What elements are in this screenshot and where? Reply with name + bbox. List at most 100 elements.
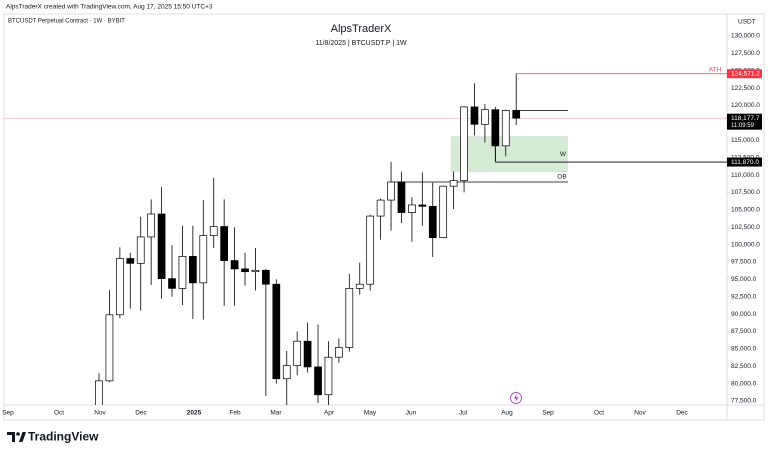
x-tick-label: Oct [54,410,64,417]
candle-body [282,365,291,380]
zone-label: W [560,151,567,158]
y-tick-label: 127,500.0 [731,50,760,57]
x-tick-label: Apr [324,410,335,417]
plot-area [4,73,727,405]
x-tick-label: Dec [135,410,147,417]
candle-body [418,204,427,207]
candle-body [178,256,187,289]
x-tick-label: Sep [2,410,14,417]
replay-icon[interactable] [510,392,522,404]
candle-body [501,110,510,147]
y-tick-label: 87,500.0 [731,328,757,335]
logo-mark [19,432,26,442]
x-tick-label: Feb [229,410,241,417]
candle-body [136,236,145,264]
y-tick-label: 105,000.0 [731,207,760,214]
x-tick-label: Oct [594,410,604,417]
level-tag [727,157,762,167]
price-countdown: 11:09:59 [731,123,755,129]
candle-body [491,109,500,147]
candle-body [355,283,364,289]
y-tick-label: 122,500.0 [731,85,760,92]
level-name: ATH [709,66,722,73]
y-tick-label: 107,500.0 [731,189,760,196]
level-tag [727,69,762,79]
candle-body [376,199,385,217]
y-tick-label: 77,500.0 [731,398,757,405]
y-tick-label: 92,500.0 [731,293,757,300]
candle-body [314,366,322,396]
candle-body [481,109,489,125]
candle-body [199,235,208,284]
candle-body [293,340,302,366]
candle-body [105,314,114,382]
candle-body [272,283,281,380]
frame [3,13,765,421]
price-tag-label: 118,177.7 [731,115,760,122]
level-tag-label: 124,571.2 [731,70,760,77]
x-tick-label: May [364,410,377,417]
x-tick-label: Jul [459,410,468,417]
y-axis-label: USDT [738,19,756,26]
x-tick-label: Aug [501,410,513,417]
logo-mark [7,432,15,442]
symbol-legend: BTCUSDT Perpetual Contract · 1W · BYBIT [8,19,125,25]
candle-body [189,256,197,284]
x-tick-label: Nov [634,410,646,417]
x-tick-label: Dec [676,410,688,417]
candle-body [408,204,416,213]
y-tick-label: 80,000.0 [731,380,757,387]
chart-subtitle: 11/8/2025 | BTCUSDT.P | 1W [315,40,407,47]
y-tick-label: 102,500.0 [731,224,760,231]
y-tick-label: 110,000.0 [731,172,760,179]
x-tick-label: Jun [406,410,417,417]
y-tick-label: 120,000.0 [731,102,760,109]
ob-label: OB [557,174,566,181]
y-tick-label: 82,500.0 [731,363,757,370]
candle-body [303,340,312,368]
candle-body [460,106,468,181]
header: AlpsTraderX created with TradingView.com… [6,4,213,11]
icon-ring[interactable] [510,392,522,404]
x-tick-label: Mar [270,410,282,417]
y-tick-label: 97,500.0 [731,259,757,266]
candle-body [147,213,155,238]
candle-body [324,356,333,396]
candle-body [168,278,176,289]
y-tick-label: 85,000.0 [731,346,757,353]
icon-bolt[interactable] [514,394,519,402]
y-tick-label: 130,000.0 [731,33,760,40]
y-tick-label: 100,000.0 [731,241,760,248]
price-tag [727,113,762,130]
y-tick-label: 90,000.0 [731,311,757,318]
candle-body [220,226,229,261]
y-tick-label: 95,000.0 [731,276,757,283]
candle-body [230,260,239,270]
candle-body [397,181,406,213]
candle-body [335,347,343,358]
candle-body [512,110,521,119]
candle-body [439,185,448,238]
candle-body [157,213,166,279]
x-tick-label: Sep [542,410,554,417]
footer-logo: TradingView [7,430,99,444]
x-tick-label: Nov [94,410,106,417]
footer-brand: TradingView [28,430,99,444]
candle-body [116,258,124,316]
y-tick-label: 115,000.0 [731,137,760,144]
candle-body [470,106,479,125]
candle-body [366,215,375,285]
candle-body [262,269,270,285]
candle-body [251,269,260,273]
chart-title: AlpsTraderX [331,23,392,35]
candle-body [126,258,135,264]
candle-body [209,226,218,236]
candle-body [428,205,437,238]
candle-body [345,288,354,348]
candle-body [449,180,458,187]
level-tag-label: 111,870.0 [731,159,759,166]
logo-dot [16,432,20,436]
